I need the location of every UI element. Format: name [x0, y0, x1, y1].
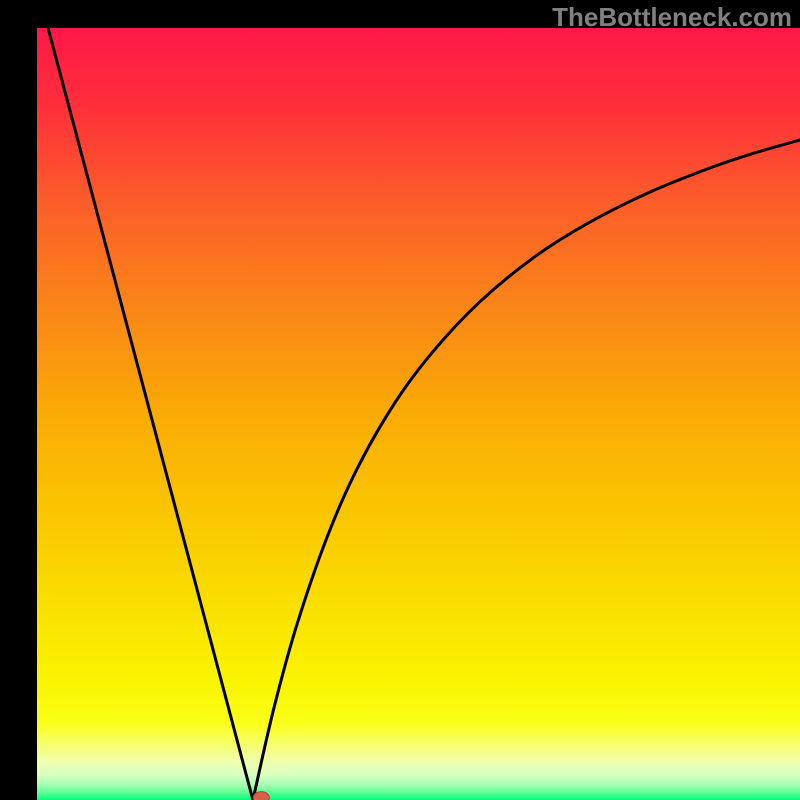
minimum-marker: [253, 792, 269, 800]
chart-container: TheBottleneck.com: [0, 0, 800, 800]
watermark-text: TheBottleneck.com: [552, 0, 792, 33]
plot-area: [37, 28, 800, 800]
